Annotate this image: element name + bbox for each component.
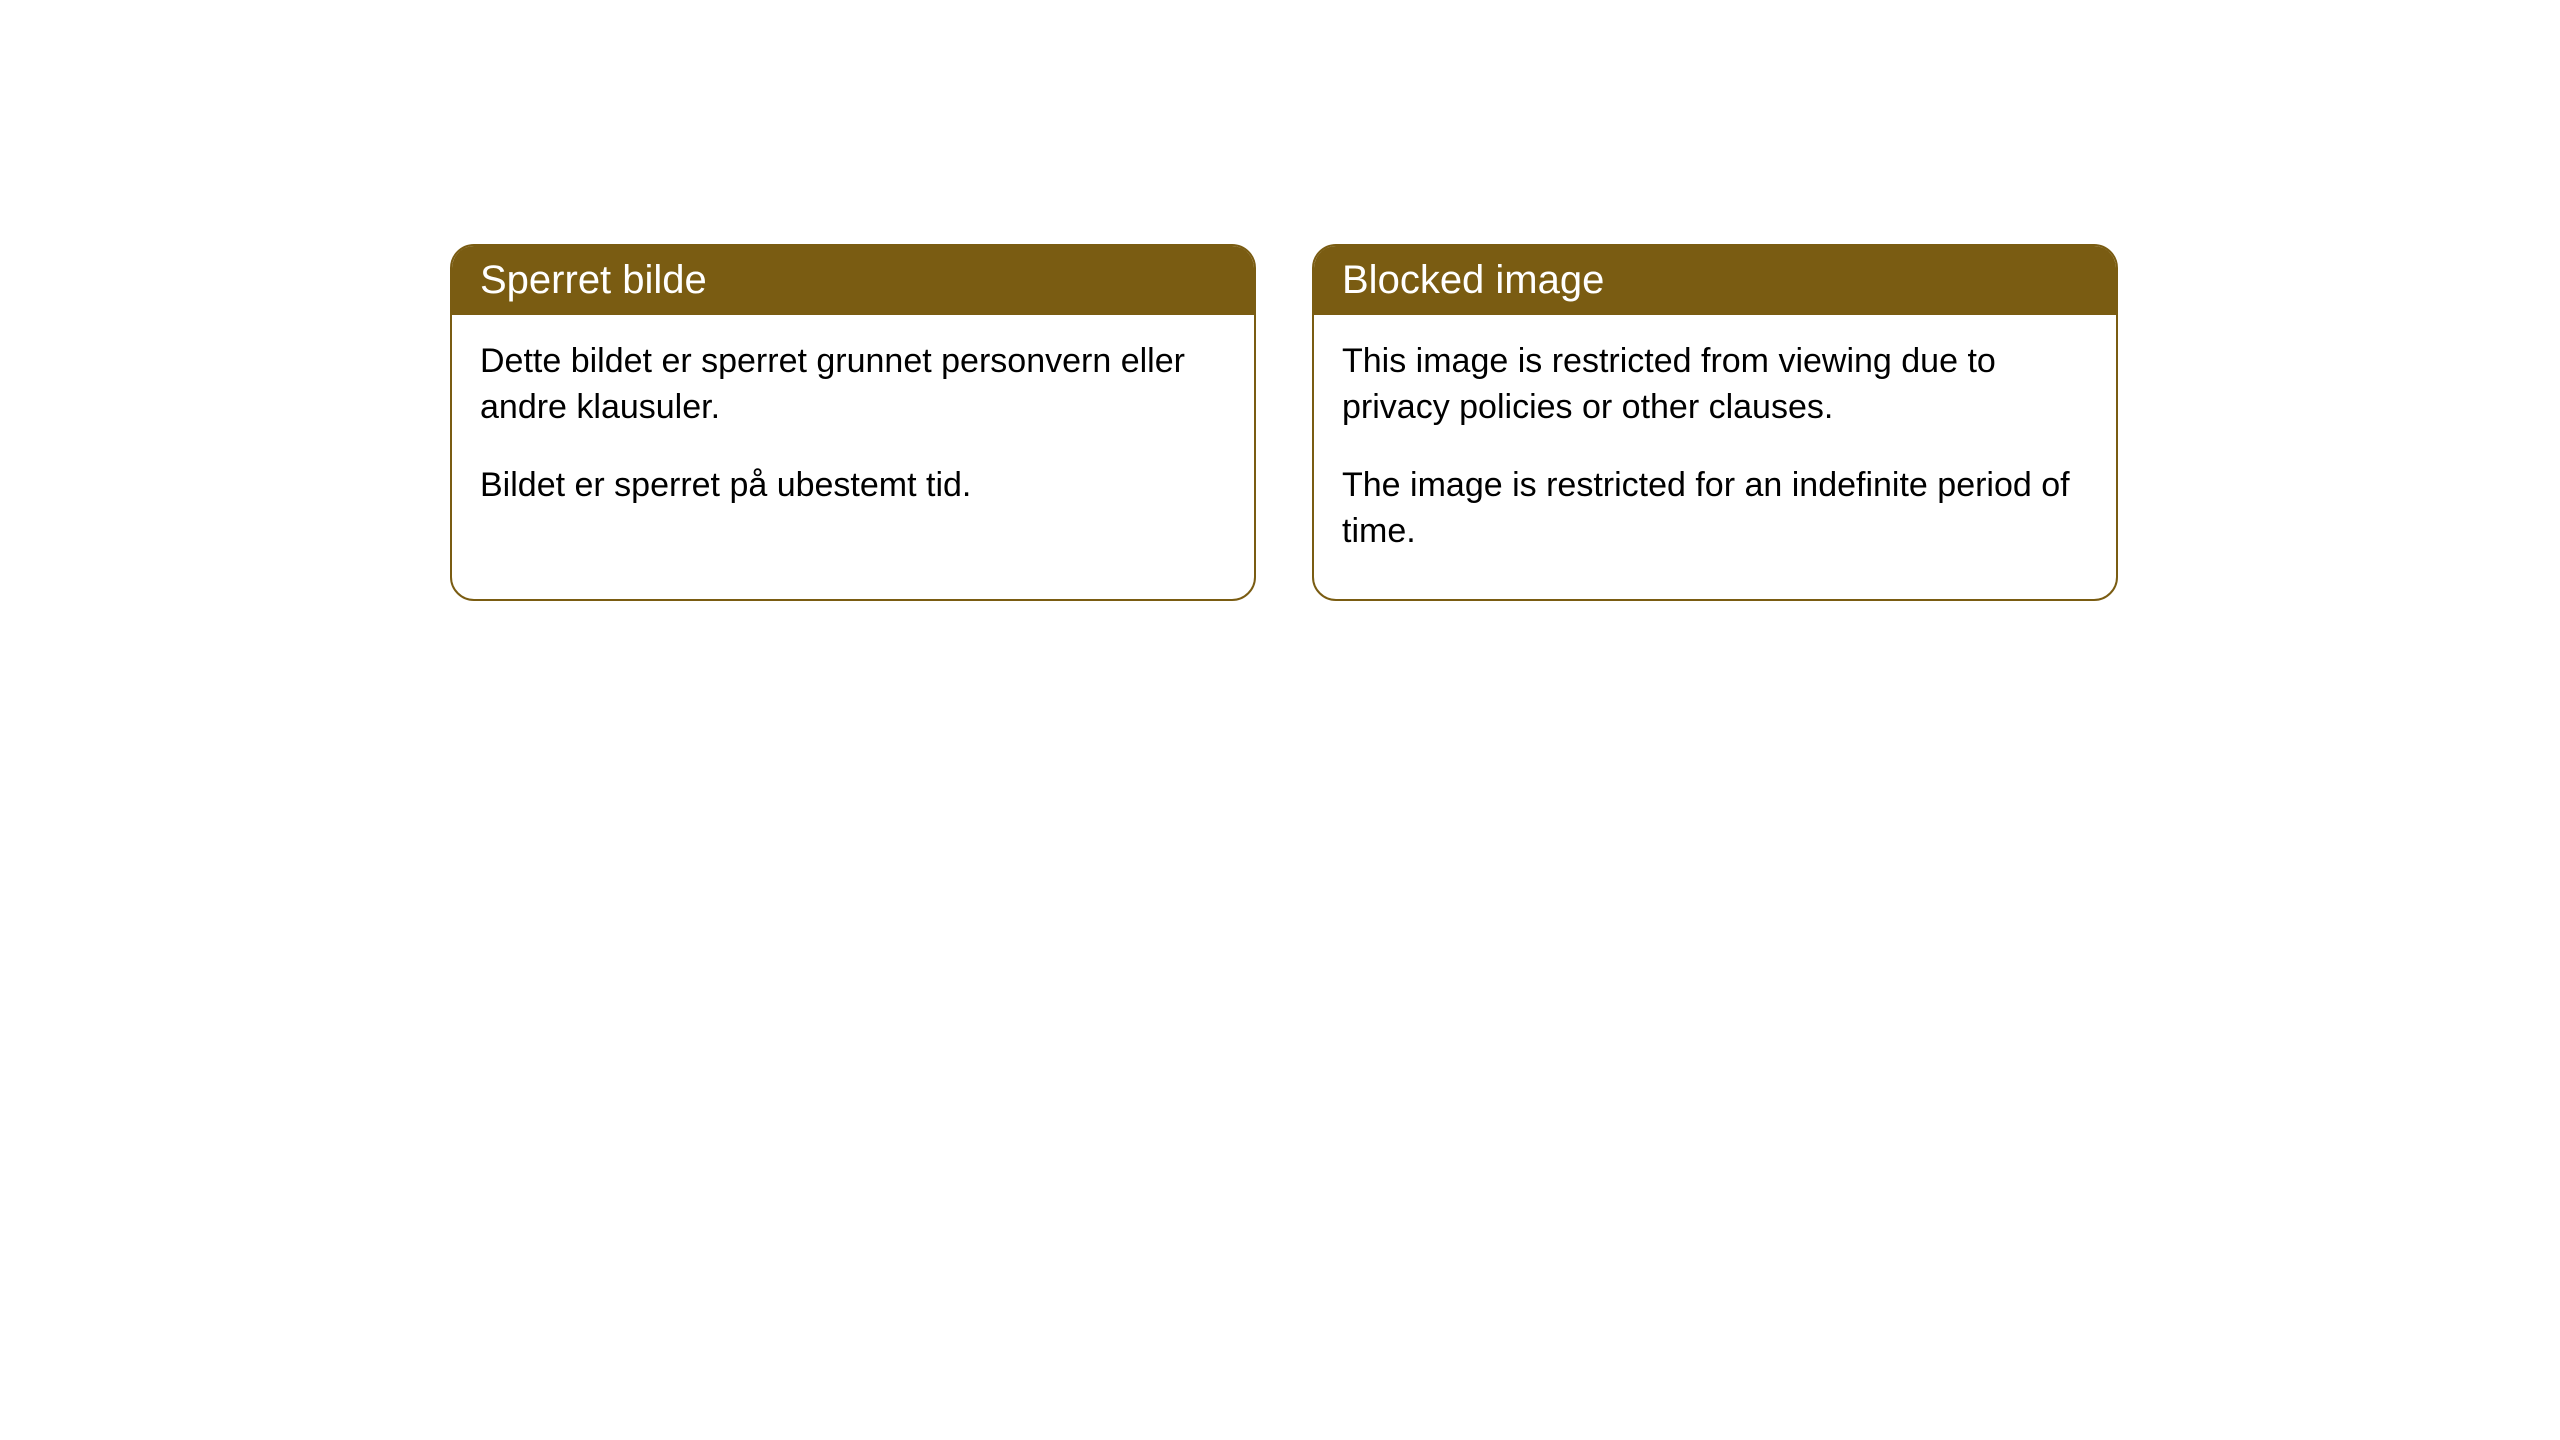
card-body-norwegian: Dette bildet er sperret grunnet personve… <box>452 315 1254 553</box>
card-paragraph-1-english: This image is restricted from viewing du… <box>1342 339 2088 431</box>
card-paragraph-1-norwegian: Dette bildet er sperret grunnet personve… <box>480 339 1226 431</box>
card-paragraph-2-english: The image is restricted for an indefinit… <box>1342 463 2088 555</box>
card-paragraph-2-norwegian: Bildet er sperret på ubestemt tid. <box>480 463 1226 509</box>
blocked-image-card-norwegian: Sperret bilde Dette bildet er sperret gr… <box>450 244 1256 601</box>
cards-container: Sperret bilde Dette bildet er sperret gr… <box>0 0 2560 601</box>
card-header-english: Blocked image <box>1314 246 2116 315</box>
card-body-english: This image is restricted from viewing du… <box>1314 315 2116 599</box>
blocked-image-card-english: Blocked image This image is restricted f… <box>1312 244 2118 601</box>
card-header-norwegian: Sperret bilde <box>452 246 1254 315</box>
